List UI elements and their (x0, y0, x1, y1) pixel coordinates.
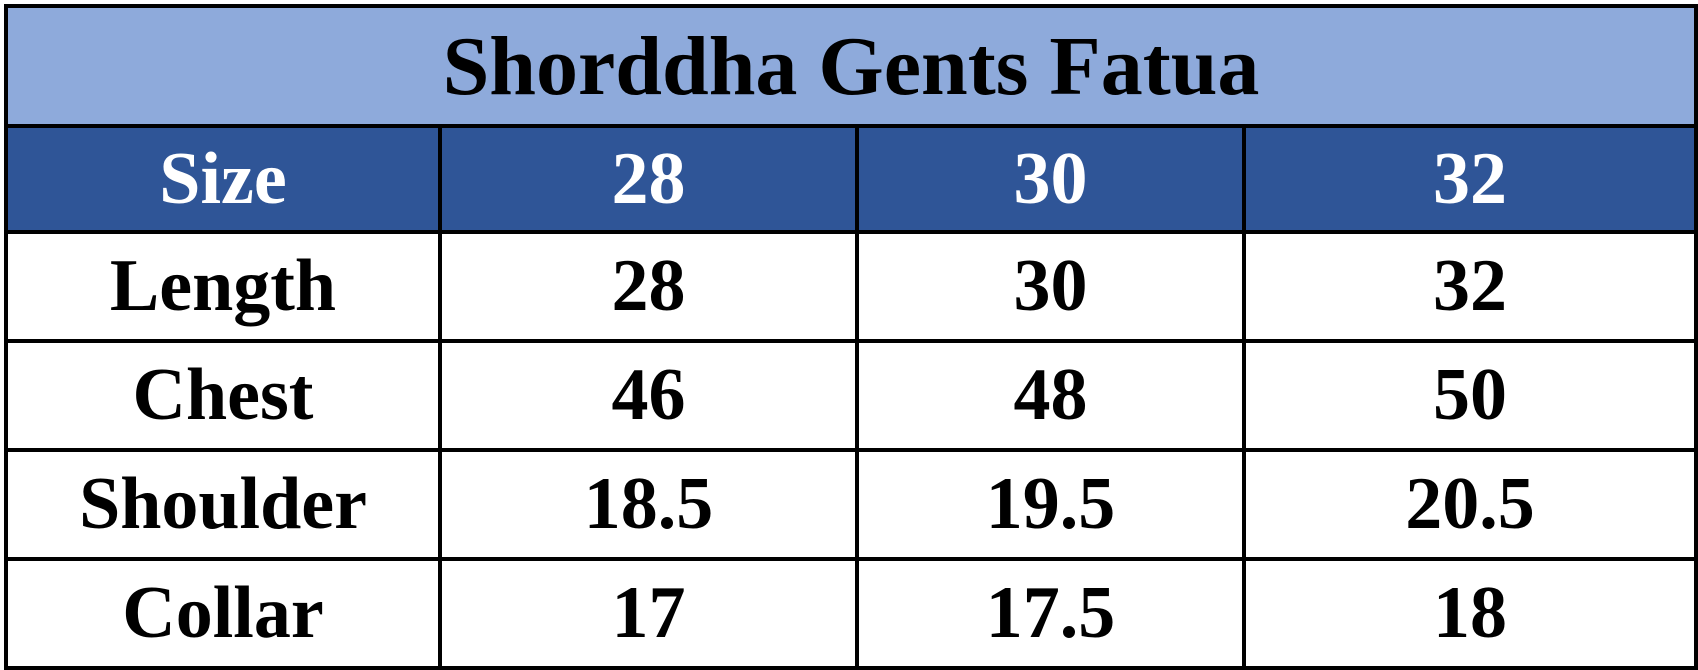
table-cell: 18.5 (438, 448, 859, 561)
row-label: Collar (4, 557, 442, 670)
table-row: Shoulder 18.5 19.5 20.5 (4, 448, 1698, 561)
table-cell: 48 (855, 339, 1246, 452)
table-row: Chest 46 48 50 (4, 339, 1698, 452)
table-cell: 32 (1242, 230, 1698, 343)
table-cell: 46 (438, 339, 859, 452)
table-cell: 28 (438, 230, 859, 343)
table-row: Length 28 30 32 (4, 230, 1698, 343)
header-cell: 28 (438, 124, 859, 234)
table-cell: 18 (1242, 557, 1698, 670)
header-cell: Size (4, 124, 442, 234)
table-cell: 50 (1242, 339, 1698, 452)
table-row: Collar 17 17.5 18 (4, 557, 1698, 670)
table-cell: 20.5 (1242, 448, 1698, 561)
row-label: Shoulder (4, 448, 442, 561)
header-row: Size 28 30 32 (4, 124, 1698, 234)
table-cell: 19.5 (855, 448, 1246, 561)
header-cell: 32 (1242, 124, 1698, 234)
header-cell: 30 (855, 124, 1246, 234)
table-cell: 30 (855, 230, 1246, 343)
table-cell: 17 (438, 557, 859, 670)
size-table: Shorddha Gents Fatua Size 28 30 32 Length 28 3… (4, 4, 1698, 670)
row-label: Chest (4, 339, 442, 452)
table-cell: 17.5 (855, 557, 1246, 670)
table-title: Shorddha Gents Fatua (4, 4, 1698, 128)
row-label: Length (4, 230, 442, 343)
